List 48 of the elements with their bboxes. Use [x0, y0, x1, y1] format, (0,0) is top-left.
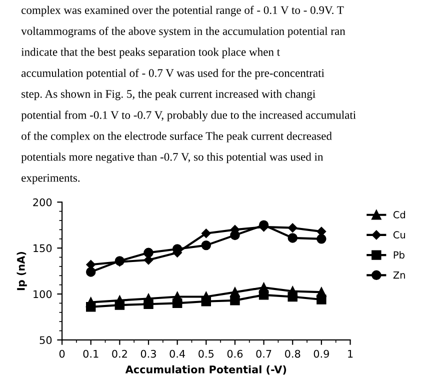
legend-label: Zn — [393, 271, 405, 279]
x-tick-label: 0.3 — [140, 350, 156, 358]
legend-label: Cu — [393, 231, 405, 239]
text: indicate that the best peaks separation took place when t — [21, 48, 280, 58]
text: potential from -0.1 V to -0.7 V, probably due to the increased accumulati — [21, 110, 356, 122]
point — [230, 230, 240, 240]
text: potentials more negative than -0.7 V, so this potential was used in — [21, 152, 324, 164]
point — [144, 299, 154, 309]
point — [230, 296, 240, 306]
legend-label: Pb — [394, 251, 404, 259]
point — [288, 223, 298, 232]
text: complex was examined over the potential range of - 0.1 V to - 0.9V. T — [22, 6, 344, 16]
point — [288, 233, 298, 243]
text: experiments. — [22, 174, 80, 184]
y-axis-title: Ip (nA) — [16, 252, 27, 290]
x-axis-title: Accumulation Potential (-V) — [125, 365, 286, 375]
point — [144, 248, 154, 258]
point — [201, 240, 212, 250]
x-tick-label: 1 — [348, 350, 353, 358]
point — [202, 228, 211, 238]
x-tick-label: 0.8 — [285, 350, 300, 358]
x-tick-label: 0.2 — [112, 350, 127, 358]
point — [172, 298, 182, 308]
x-tick-label: 0 — [59, 350, 65, 358]
y-tick-label: 50 — [40, 336, 52, 344]
x-tick-label: 0.6 — [227, 350, 243, 358]
point — [86, 267, 96, 277]
point — [316, 294, 326, 304]
point — [258, 290, 269, 300]
y-tick-label: 100 — [34, 290, 52, 298]
point — [114, 300, 125, 310]
y-tick-label: 200 — [33, 198, 52, 206]
x-tick-label: 0.1 — [83, 350, 98, 358]
point — [86, 260, 96, 270]
x-tick-label: 0.4 — [170, 350, 186, 358]
point — [201, 296, 212, 306]
x-tick-label: 0.7 — [256, 350, 272, 358]
x-tick-label: 0.5 — [198, 350, 214, 358]
text: of the complex on the electrode surface The peak current decreased — [22, 132, 332, 142]
point — [288, 292, 298, 302]
y-tick-label: 150 — [34, 244, 52, 252]
x-tick-label: 0.9 — [314, 350, 329, 358]
text: voltammograms of the above system in the accumulation potential ran — [21, 26, 346, 38]
text: step. As shown in Fig. 5, the peak current increased with changi — [22, 90, 316, 100]
point — [86, 302, 96, 312]
text: accumulation potential of - 0.7 V was used for the pre-concentrati — [22, 68, 324, 80]
legend-label: Cd — [393, 210, 406, 218]
point — [316, 234, 326, 244]
